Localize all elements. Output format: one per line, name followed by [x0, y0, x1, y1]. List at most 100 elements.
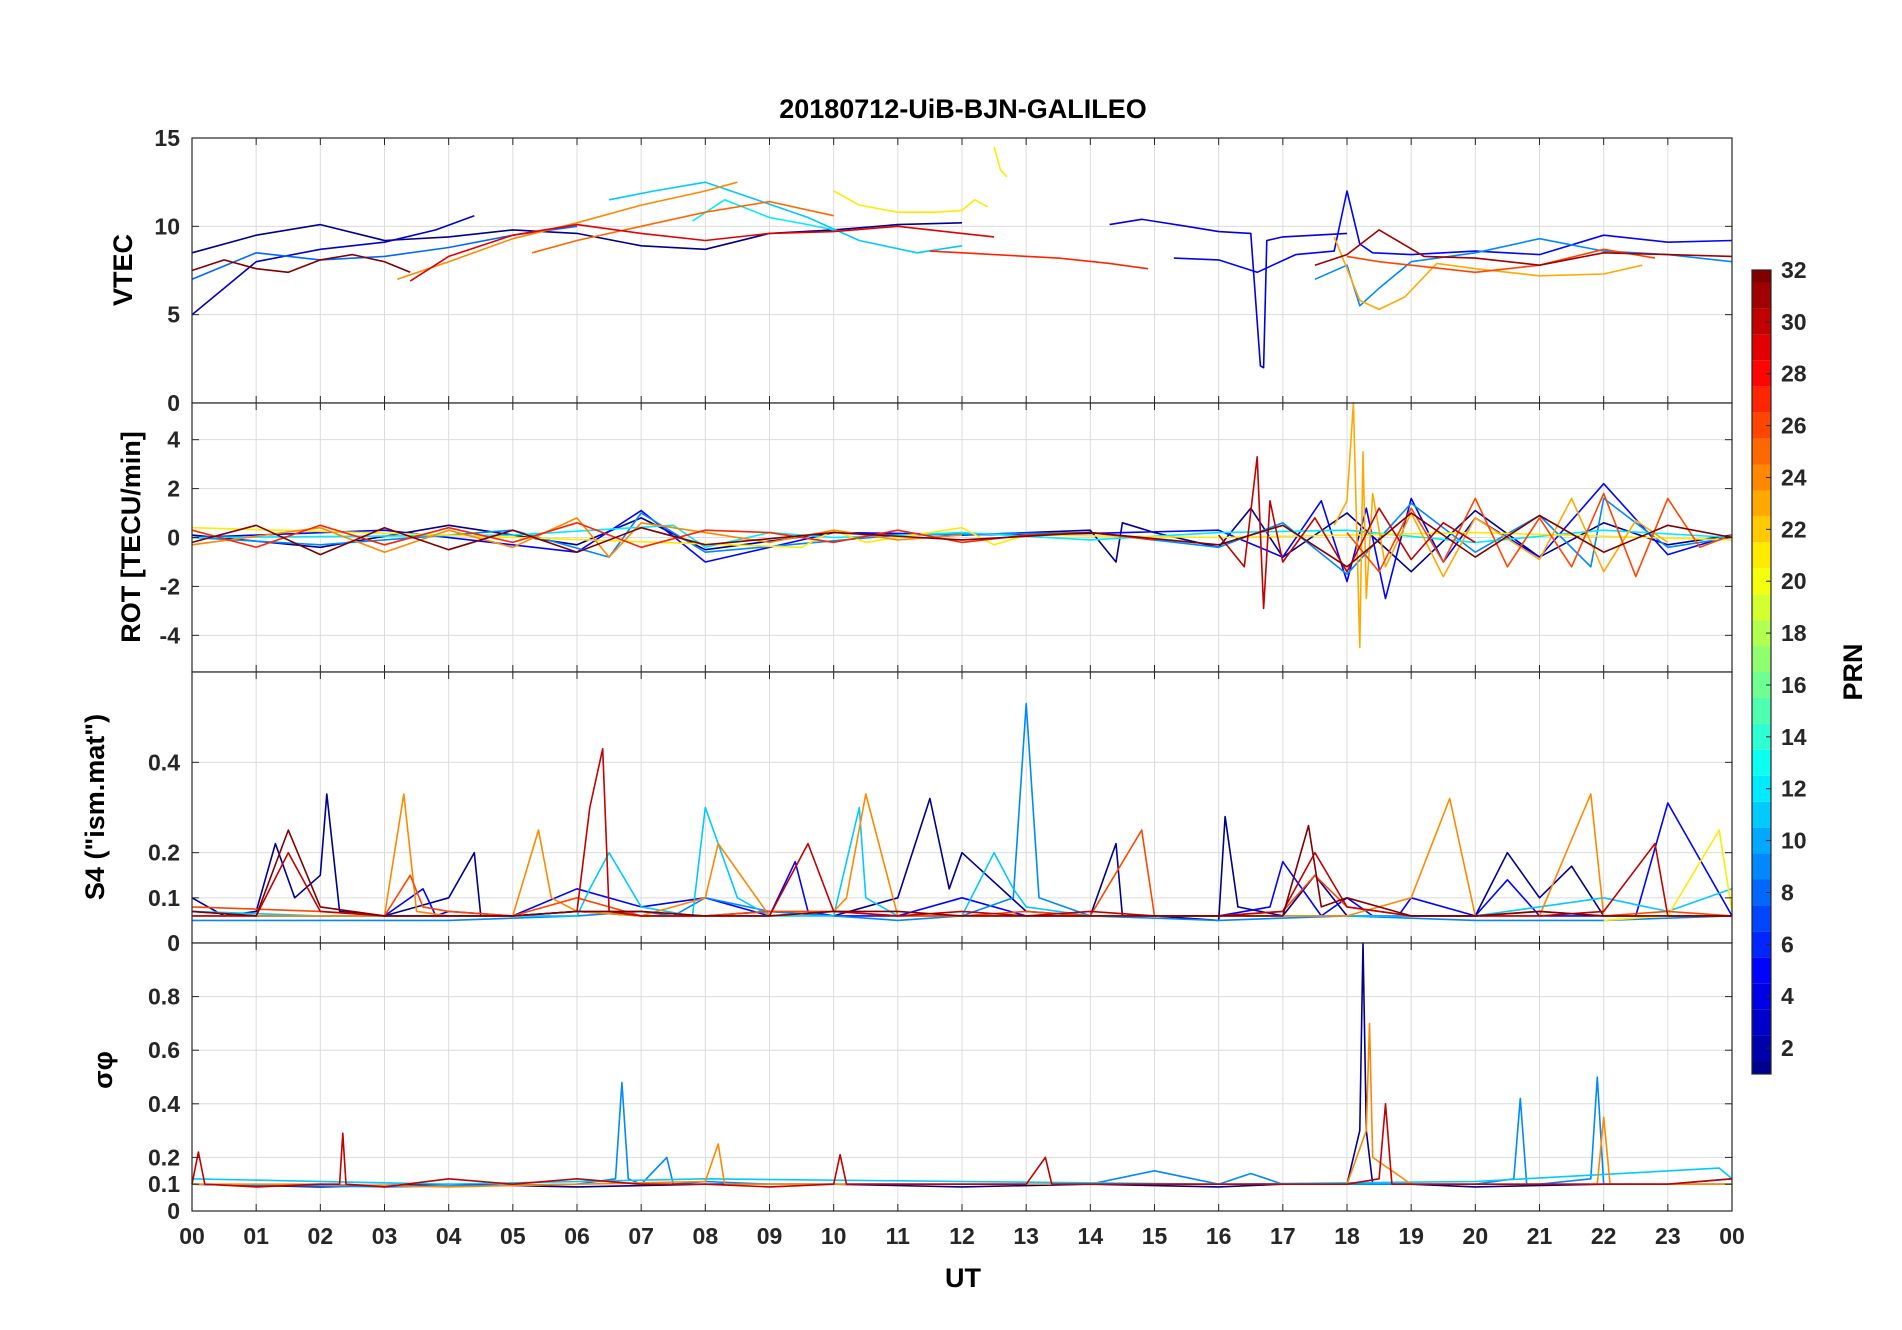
trace-prn-11: [191, 1167, 1733, 1185]
colorbar-swatch: [1752, 646, 1771, 672]
trace-prn-30: [1218, 455, 1476, 610]
y-axis-label: VTEC: [108, 234, 138, 306]
colorbar-swatch: [1752, 749, 1771, 776]
colorbar-swatch: [1752, 412, 1771, 439]
colorbar-tick-label: 20: [1781, 568, 1807, 594]
colorbar-swatch: [1752, 594, 1771, 621]
trace-prn-30: [191, 1103, 1733, 1188]
y-tick-label: 10: [154, 213, 180, 239]
trace-prn-27: [929, 250, 1149, 270]
y-tick-label: 0.4: [148, 749, 180, 775]
colorbar-swatch: [1752, 1061, 1771, 1074]
y-tick-label: 5: [167, 302, 180, 328]
colorbar-tick-label: 32: [1781, 257, 1807, 283]
colorbar-tick-label: 12: [1781, 776, 1807, 802]
traces: [191, 702, 1733, 922]
colorbar-swatch: [1752, 672, 1771, 698]
x-tick-label: 18: [1334, 1223, 1360, 1249]
colorbar-swatch: [1752, 723, 1771, 750]
colorbar-tick-label: 4: [1781, 983, 1794, 1009]
x-tick-label: 04: [436, 1223, 462, 1249]
colorbar-swatch: [1752, 775, 1771, 802]
y-axis-label: ROT [TECU/min]: [116, 431, 146, 642]
panel-rot: -4 -2 0 2 4 ROT [TECU/min]: [116, 402, 1733, 673]
y-tick-label: 0.8: [148, 984, 180, 1010]
y-tick-label: 0: [167, 1198, 180, 1224]
colorbar-swatch: [1752, 827, 1771, 854]
colorbar-swatch: [1752, 464, 1771, 491]
colorbar-tick-label: 28: [1781, 361, 1807, 387]
trace-prn-21: [1603, 829, 1733, 922]
y-tick-label: 0: [167, 390, 180, 416]
y-tick-label: 4: [167, 427, 180, 453]
x-tick-label: 09: [757, 1223, 783, 1249]
colorbar-frame: [1751, 269, 1772, 1075]
x-tick-label: 10: [821, 1223, 847, 1249]
y-tick-label: 0.2: [148, 840, 180, 866]
x-tick-label: 00: [179, 1223, 205, 1249]
colorbar-swatch: [1752, 438, 1771, 465]
x-tick-label: 15: [1142, 1223, 1168, 1249]
traces: [191, 146, 1733, 369]
trace-prn-3: [191, 214, 475, 316]
colorbar-tick-label: 8: [1781, 879, 1794, 905]
colorbar-tick-label: 2: [1781, 1035, 1794, 1061]
colorbar-swatch: [1752, 983, 1771, 1010]
y-tick-label: 15: [154, 125, 180, 151]
colorbar-swatch: [1752, 490, 1771, 517]
colorbar-swatch: [1752, 308, 1771, 335]
x-tick-label: 06: [564, 1223, 590, 1249]
colorbar-swatch: [1752, 957, 1771, 984]
colorbar-swatch: [1752, 516, 1771, 543]
x-tick-label: 14: [1078, 1223, 1104, 1249]
trace-prn-25: [531, 200, 834, 254]
colorbar-tick-label: 18: [1781, 620, 1807, 646]
x-tick-label: 07: [628, 1223, 654, 1249]
y-axis-label: S4 ("ism.mat"): [80, 714, 110, 900]
x-tick-label: 08: [693, 1223, 719, 1249]
x-tick-label: 16: [1206, 1223, 1232, 1249]
colorbar-tick-label: 6: [1781, 931, 1794, 957]
trace-prn-26: [1346, 248, 1656, 274]
colorbar-swatch: [1752, 1035, 1771, 1062]
trace-prn-26: [1346, 492, 1733, 578]
trace-prn-21: [191, 526, 1733, 549]
colorbar-swatch: [1752, 386, 1771, 413]
colorbar-swatch: [1752, 334, 1771, 361]
x-tick-label: 05: [500, 1223, 526, 1249]
grid-lines: [191, 403, 1733, 672]
chart-title: 20180712-UiB-BJN-GALILEO: [779, 94, 1147, 124]
trace-prn-32: [191, 253, 411, 274]
trace-prn-12: [692, 199, 834, 231]
y-tick-label: 0.1: [148, 1171, 180, 1197]
x-tick-label: 13: [1013, 1223, 1039, 1249]
colorbar-swatch: [1752, 905, 1771, 932]
y-tick-label: 0.2: [148, 1144, 180, 1170]
colorbar-swatch: [1752, 879, 1771, 906]
trace-prn-4: [1109, 218, 1348, 369]
x-tick-label: 12: [949, 1223, 975, 1249]
colorbar-swatch: [1752, 568, 1771, 595]
colorbar-swatch: [1752, 360, 1771, 387]
trace-prn-5: [1173, 190, 1733, 274]
colorbar-tick-label: 30: [1781, 309, 1807, 335]
colorbar-swatch: [1752, 853, 1771, 880]
colorbar-swatch: [1752, 542, 1771, 569]
trace-prn-11: [608, 181, 963, 254]
trace-prn-31: [1314, 229, 1733, 267]
x-tick-label: 22: [1591, 1223, 1617, 1249]
y-tick-label: 0.6: [148, 1037, 180, 1063]
colorbar-swatch: [1752, 931, 1771, 958]
x-tick-label: 19: [1398, 1223, 1424, 1249]
trace-prn-21: [833, 190, 989, 213]
panel-vtec: 0 5 10 15 VTEC: [108, 125, 1733, 416]
y-tick-label: 0.1: [148, 885, 180, 911]
trace-prn-23: [1333, 236, 1643, 311]
colorbar-swatch: [1752, 282, 1771, 309]
x-axis-label: UT: [945, 1263, 981, 1293]
trace-prn-21: [993, 146, 1008, 178]
y-axis-label: σφ: [88, 1051, 118, 1089]
